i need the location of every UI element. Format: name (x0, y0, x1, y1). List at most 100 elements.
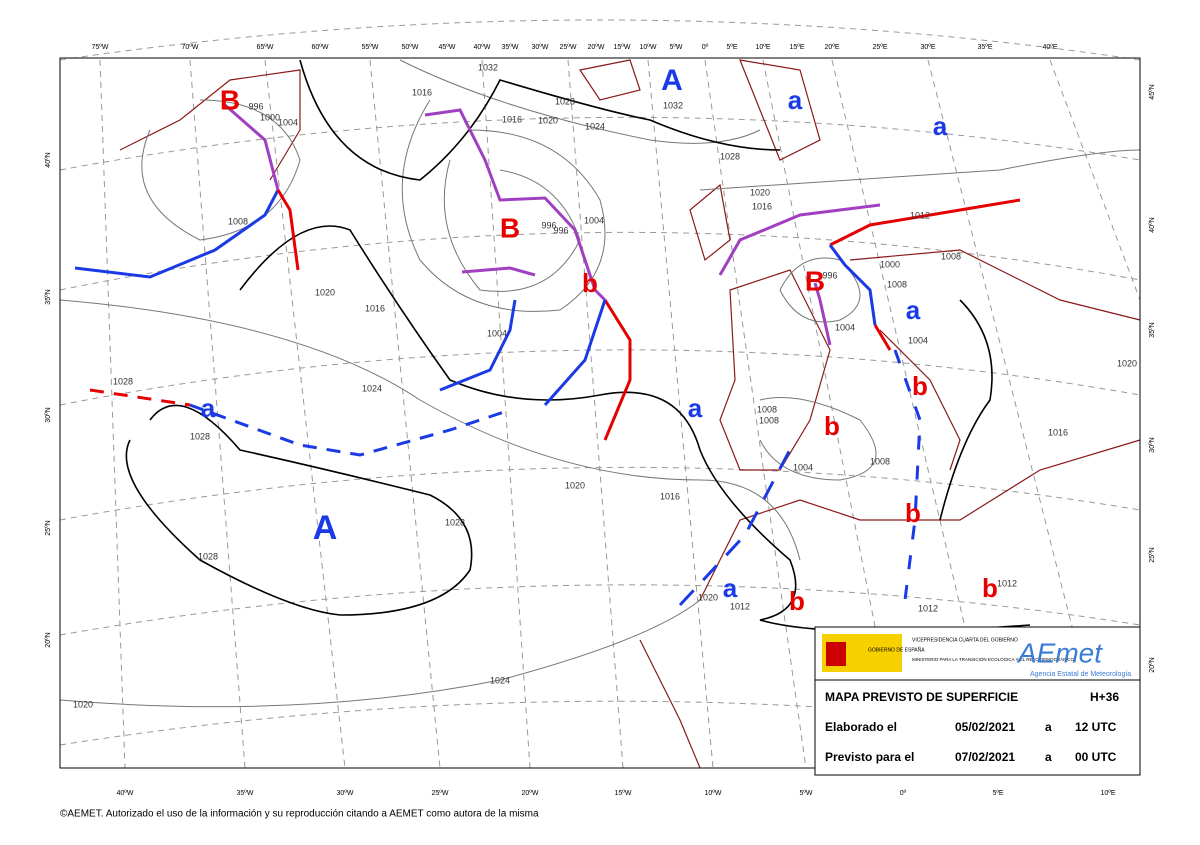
longitude-label: 55ºW (362, 44, 379, 51)
isobar-label: 1012 (997, 578, 1017, 588)
isobar-label: 1008 (759, 415, 779, 425)
longitude-label: 35ºW (502, 44, 519, 51)
row-time: 12 UTC (1075, 720, 1117, 734)
isobar-label: 1032 (478, 62, 498, 72)
latitude-label: 20ºN (1149, 657, 1156, 672)
pressure-center: B (500, 212, 520, 243)
isobar-label: 1024 (585, 121, 605, 131)
latitude-label: 25ºN (45, 520, 52, 535)
longitude-label: 20ºW (522, 790, 539, 797)
row-at: a (1045, 720, 1052, 734)
isobar-label: 1028 (190, 431, 210, 441)
row-date: 05/02/2021 (955, 720, 1015, 734)
longitude-label: 0º (702, 44, 709, 51)
isobar-label: 1000 (880, 259, 900, 269)
longitude-label: 15ºE (789, 44, 804, 51)
isobar-label: 1012 (730, 601, 750, 611)
isobar-label: 1032 (663, 100, 683, 110)
longitude-label: 40ºE (1042, 44, 1057, 51)
longitude-label: 10ºE (1100, 790, 1115, 797)
longitude-label: 25ºW (432, 790, 449, 797)
longitude-label: 25ºW (560, 44, 577, 51)
isobar-label: 1004 (835, 322, 855, 332)
longitude-label: 5ºE (992, 790, 1003, 797)
longitude-label: 5ºE (726, 44, 737, 51)
isobar-label: 1028 (113, 376, 133, 386)
isobar-label: 996 (248, 101, 263, 111)
isobar-label: 1016 (660, 491, 680, 501)
isobar-label: 1020 (1117, 358, 1137, 368)
isobar-label: 996 (553, 225, 568, 235)
longitude-label: 35ºE (977, 44, 992, 51)
longitude-label: 0º (900, 790, 907, 797)
isobar-label: 1016 (365, 303, 385, 313)
longitude-label: 35ºW (237, 790, 254, 797)
longitude-label: 45ºW (439, 44, 456, 51)
pressure-center: b (912, 371, 928, 401)
info-box (814, 626, 1141, 776)
isobar-label: 1020 (315, 287, 335, 297)
longitude-label: 30ºW (337, 790, 354, 797)
isobar-label: 1000 (260, 112, 280, 122)
longitude-label: 70ºW (182, 44, 199, 51)
isobars (59, 59, 1141, 708)
pressure-center: a (933, 111, 948, 141)
latitude-label: 45ºN (1149, 84, 1156, 99)
isobar-label: 1016 (752, 201, 772, 211)
graticule (59, 19, 1141, 769)
row-date: 07/02/2021 (955, 750, 1015, 764)
pressure-center: A (661, 64, 683, 97)
isobar-label: 1024 (490, 675, 510, 685)
agency-name: Agencia Estatal de Meteorología (1030, 671, 1131, 678)
pressure-center: b (982, 573, 998, 603)
isobar-label: 1012 (910, 210, 930, 220)
pressure-center: a (688, 393, 703, 423)
isobar-label: 1020 (698, 592, 718, 602)
isobar-label: 1004 (584, 215, 604, 225)
isobar-label: 1004 (793, 462, 813, 472)
longitude-label: 10ºW (640, 44, 657, 51)
longitude-label: 30ºW (532, 44, 549, 51)
latitude-label: 30ºN (1149, 437, 1156, 452)
isobar-label: 996 (822, 270, 837, 280)
isobar-label: 1008 (887, 279, 907, 289)
isobar-label: 1020 (565, 480, 585, 490)
row-time: 00 UTC (1075, 750, 1117, 764)
longitude-label: 50ºW (402, 44, 419, 51)
pressure-center: b (582, 268, 598, 298)
pressure-center: a (906, 295, 921, 325)
pressure-center: b (789, 586, 805, 616)
longitude-label: 25ºE (872, 44, 887, 51)
pressure-center: a (723, 573, 738, 603)
longitude-label: 20ºW (588, 44, 605, 51)
longitude-label: 5ºW (799, 790, 812, 797)
latitude-label: 35ºN (45, 289, 52, 304)
pressure-center: b (905, 498, 921, 528)
isobar-label: 1012 (918, 603, 938, 613)
longitude-label: 40ºW (474, 44, 491, 51)
row-label: Elaborado el (825, 720, 897, 734)
coat-of-arms (826, 642, 846, 666)
latitude-label: 25ºN (1149, 547, 1156, 562)
fronts (74, 103, 1021, 607)
longitude-label: 5ºW (669, 44, 682, 51)
pressure-center: a (788, 85, 803, 115)
isobar-label: 1004 (278, 117, 298, 127)
longitude-label: 15ºW (614, 44, 631, 51)
isobar-label: 1016 (1048, 427, 1068, 437)
longitude-label: 40ºW (117, 790, 134, 797)
isobar-label: 1004 (487, 328, 507, 338)
isobar-label: 996 (541, 220, 556, 230)
lead-time: H+36 (1090, 690, 1119, 704)
longitude-label: 60ºW (312, 44, 329, 51)
longitude-label: 10ºE (755, 44, 770, 51)
pressure-center: a (201, 393, 216, 423)
row-label: Previsto para el (825, 750, 914, 764)
pressure-center: B (805, 265, 825, 296)
longitude-label: 15ºW (615, 790, 632, 797)
latitude-label: 40ºN (1149, 217, 1156, 232)
latitude-label: 30ºN (45, 407, 52, 422)
latitude-label: 40ºN (45, 152, 52, 167)
ministry-name: MINISTERIO PARA LA TRANSICIÓN ECOLÓGICA … (912, 656, 1074, 662)
